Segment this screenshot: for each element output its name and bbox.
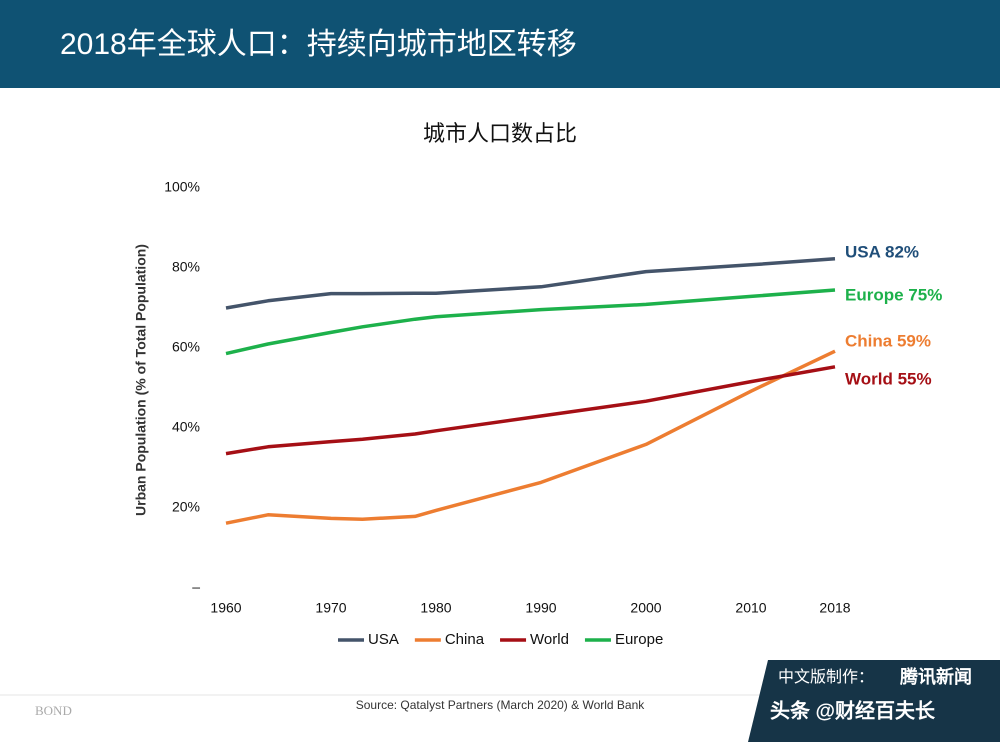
- x-tick-label: 1960: [210, 600, 241, 616]
- y-tick-label: 100%: [164, 179, 200, 195]
- end-label: Europe 75%: [845, 285, 942, 304]
- series-line: [225, 257, 836, 310]
- legend-label: Europe: [615, 631, 663, 648]
- legend-label: USA: [368, 631, 399, 648]
- y-tick-label: 60%: [172, 339, 200, 355]
- badge: [748, 660, 1000, 742]
- brand: BOND: [35, 703, 72, 718]
- legend-label: China: [445, 631, 485, 648]
- y-axis-label: Urban Population (% of Total Population): [133, 244, 149, 516]
- source: Source: Qatalyst Partners (March 2020) &…: [356, 698, 646, 712]
- x-tick-label: 2010: [735, 600, 766, 616]
- x-tick-label: 2000: [630, 600, 661, 616]
- x-tick-label: 1990: [525, 600, 556, 616]
- credit-brand: 腾讯新闻: [900, 666, 972, 687]
- y-tick-label: 20%: [172, 499, 200, 515]
- end-label: World 55%: [845, 369, 932, 388]
- slide-title: 2018年全球人口：持续向城市地区转移: [60, 28, 577, 61]
- series-line: [225, 288, 836, 356]
- series-line: [225, 349, 836, 525]
- x-tick-label: 2018: [819, 600, 850, 616]
- x-tick-label: 1970: [315, 600, 346, 616]
- y-tick-label: 40%: [172, 419, 200, 435]
- y-tick-label: –: [192, 579, 200, 595]
- end-label: USA 82%: [845, 242, 919, 261]
- credit: 中文版制作：: [778, 668, 874, 686]
- series-line: [225, 365, 836, 456]
- y-tick-label: 80%: [172, 259, 200, 275]
- end-label: China 59%: [845, 332, 931, 351]
- chart-title: 城市人口数占比: [423, 121, 577, 146]
- x-tick-label: 1980: [420, 600, 451, 616]
- legend-label: World: [530, 631, 569, 648]
- header-bar: [0, 0, 1000, 88]
- account: 头条 @财经百夫长: [770, 698, 936, 722]
